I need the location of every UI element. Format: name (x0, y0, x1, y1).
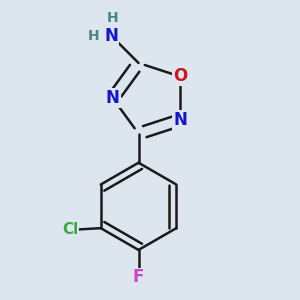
Text: Cl: Cl (62, 222, 78, 237)
Text: O: O (173, 68, 187, 85)
Text: F: F (133, 268, 144, 286)
Text: N: N (173, 111, 187, 129)
Text: H: H (107, 11, 118, 25)
Text: H: H (88, 29, 99, 44)
Text: N: N (104, 26, 118, 44)
Text: N: N (106, 89, 120, 107)
